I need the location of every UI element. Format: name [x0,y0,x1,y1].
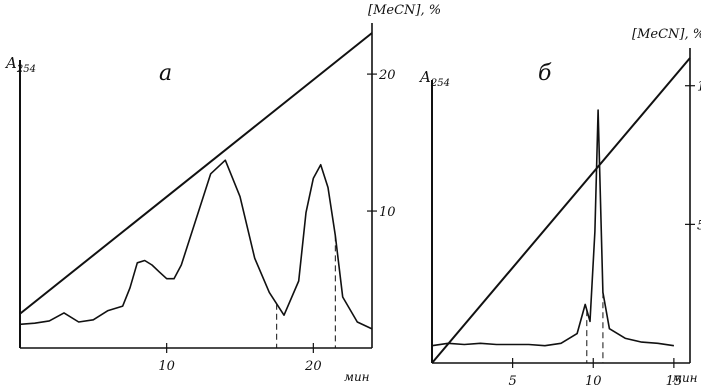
right-y-tick-label: 20 [378,68,396,83]
x-tick-label: 20 [304,359,322,374]
y-axis-label: A254 [418,68,450,89]
y-axis-label-subscript: 254 [16,64,36,75]
x-tick-label: 10 [158,359,175,374]
y-axis-label-letter: A [4,54,17,72]
right-y-axis-label: [MeCN], % [368,3,441,18]
mecn-gradient-line [19,32,373,315]
panel-label: б [538,61,552,86]
mecn-gradient-line [431,57,691,364]
x-tick-label: 10 [585,374,602,387]
x-axis-label: мин [672,371,698,385]
right-y-tick-label: 5 [697,218,701,233]
right-y-tick-label: 10 [697,80,701,95]
right-y-axis-label: [MeCN], % [632,27,701,42]
y-axis-label-letter: A [418,68,431,86]
right-y-tick-label: 10 [379,205,396,220]
absorbance-trace [431,109,675,347]
x-tick-label: 15 [666,374,683,387]
y-axis-label: A254 [4,54,36,75]
panel-label: a [159,61,172,86]
x-tick-label: 5 [508,374,516,387]
panel-b: 5 10 15 5 10 б A254 [MeCN], % мин [418,27,701,387]
absorbance-trace [19,159,373,330]
y-axis-label-subscript: 254 [430,78,450,89]
x-axis-label: мин [344,370,370,384]
